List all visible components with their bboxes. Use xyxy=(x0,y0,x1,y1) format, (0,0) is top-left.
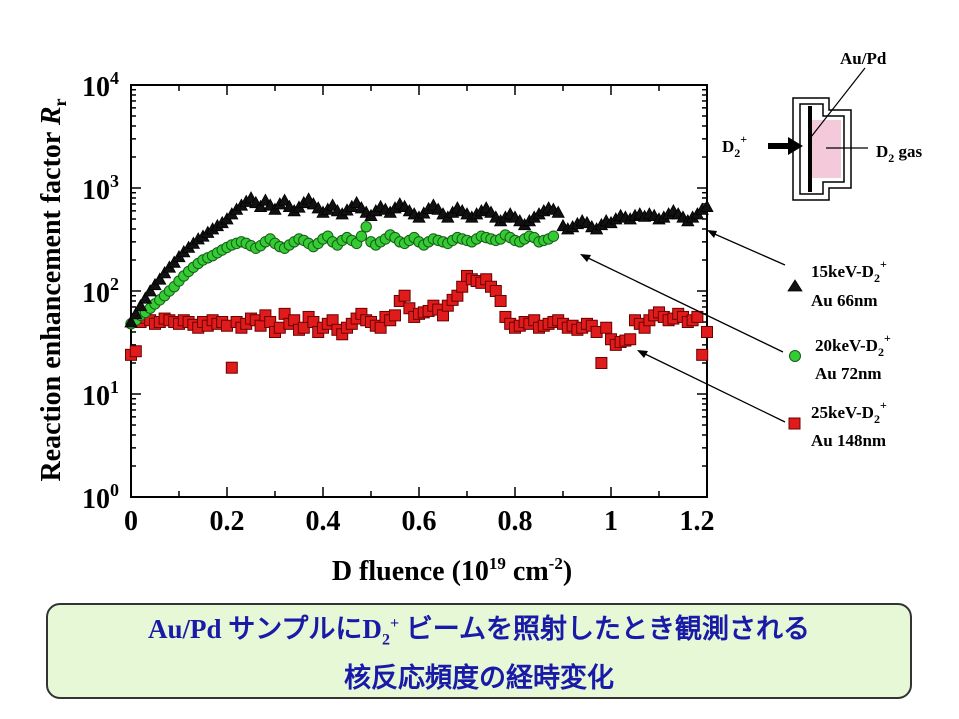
x-tick-label: 1.2 xyxy=(680,506,715,537)
legend-label-20kev-sample: Au 72nm xyxy=(815,364,882,383)
triangle-point xyxy=(551,205,565,218)
legend: 15keV-D2+ Au 66nm 20keV-D2+ Au 72nm 25ke… xyxy=(580,230,891,450)
x-tick-label: 0.8 xyxy=(498,506,533,537)
y-tick-labels: 100 101 102 103 104 xyxy=(82,68,119,515)
circle-point xyxy=(547,230,560,242)
legend-arrowhead-15kev xyxy=(707,230,717,238)
caption-box: Au/Pd サンプルにD2+ ビームを照射したとき観測される 核反応頻度の経時変… xyxy=(46,603,912,699)
legend-label-25kev-sample: Au 148nm xyxy=(811,431,886,450)
square-point xyxy=(595,356,608,369)
aupd-leader-line xyxy=(810,67,866,138)
legend-triangle-marker xyxy=(787,279,803,292)
triangle-point xyxy=(153,272,167,285)
schematic-inner-frame xyxy=(799,103,845,195)
y-tick-label: 101 xyxy=(82,377,119,412)
triangle-point xyxy=(143,284,157,297)
legend-arrow-20kev xyxy=(583,255,784,353)
square-point xyxy=(398,289,411,302)
legend-label-25kev: 25keV-D2+ xyxy=(811,398,887,426)
legend-arrow-25kev xyxy=(640,351,786,423)
x-axis-label: D fluence (1019 cm-2) xyxy=(332,554,572,587)
circle-point xyxy=(355,230,368,242)
caption-line-1: Au/Pd サンプルにD2+ ビームを照射したとき観測される xyxy=(147,613,811,649)
caption-line-2: 核反応頻度の経時変化 xyxy=(344,663,614,694)
square-point xyxy=(494,294,507,307)
legend-square-marker xyxy=(788,417,801,430)
y-tick-label: 102 xyxy=(82,274,119,309)
square-point xyxy=(701,325,713,338)
square-point xyxy=(489,285,502,297)
legend-label-20kev: 20keV-D2+ xyxy=(815,331,891,359)
triangle-point xyxy=(138,291,153,304)
y-tick-label: 103 xyxy=(82,171,119,206)
legend-circle-marker xyxy=(789,350,801,362)
y-axis-label: Reaction enhancement factor Rr xyxy=(36,98,70,481)
schematic-label-gas: D2 gas xyxy=(876,142,923,165)
triangle-point xyxy=(253,199,268,212)
triangle-point xyxy=(124,315,138,328)
square-point xyxy=(696,348,709,361)
square-point xyxy=(389,309,401,322)
sample-schematic: Au/Pd D2+ D2 gas xyxy=(722,49,923,201)
legend-label-15kev-sample: Au 66nm xyxy=(811,291,878,310)
schematic-label-aupd: Au/Pd xyxy=(840,49,887,68)
chart: 0 0.2 0.4 0.6 0.8 1 1.2 100 101 102 103 … xyxy=(36,49,923,587)
plot-frame xyxy=(130,84,708,498)
square-point xyxy=(624,333,637,346)
schematic-gas-region xyxy=(811,120,841,178)
x-tick-label: 0.4 xyxy=(306,506,341,537)
triangle-point xyxy=(129,307,143,320)
legend-arrow-15kev xyxy=(709,231,786,266)
data-marks xyxy=(124,191,714,374)
square-point xyxy=(600,321,613,334)
square-point xyxy=(691,310,704,323)
beam-arrow xyxy=(768,137,803,155)
y-tick-label: 104 xyxy=(82,68,119,103)
circle-point xyxy=(360,221,372,233)
triangle-point xyxy=(277,193,292,206)
legend-label-15kev: 15keV-D2+ xyxy=(811,257,887,285)
x-tick-label: 0.2 xyxy=(210,506,245,537)
schematic-label-beam: D2+ xyxy=(722,132,747,160)
square-point xyxy=(129,345,142,358)
x-tick-labels: 0 0.2 0.4 0.6 0.8 1 1.2 xyxy=(124,506,715,537)
schematic-outer-frame xyxy=(792,97,852,201)
square-point xyxy=(225,361,238,374)
triangle-point xyxy=(700,199,714,212)
y-tick-label: 100 xyxy=(82,480,119,515)
axis-ticks xyxy=(130,84,708,498)
legend-arrowhead-25kev xyxy=(637,350,648,358)
x-tick-label: 1 xyxy=(604,506,618,537)
legend-arrowhead-20kev xyxy=(580,254,591,262)
x-tick-label: 0.6 xyxy=(402,506,437,537)
triangle-point xyxy=(133,298,148,312)
x-tick-label: 0 xyxy=(124,506,138,537)
